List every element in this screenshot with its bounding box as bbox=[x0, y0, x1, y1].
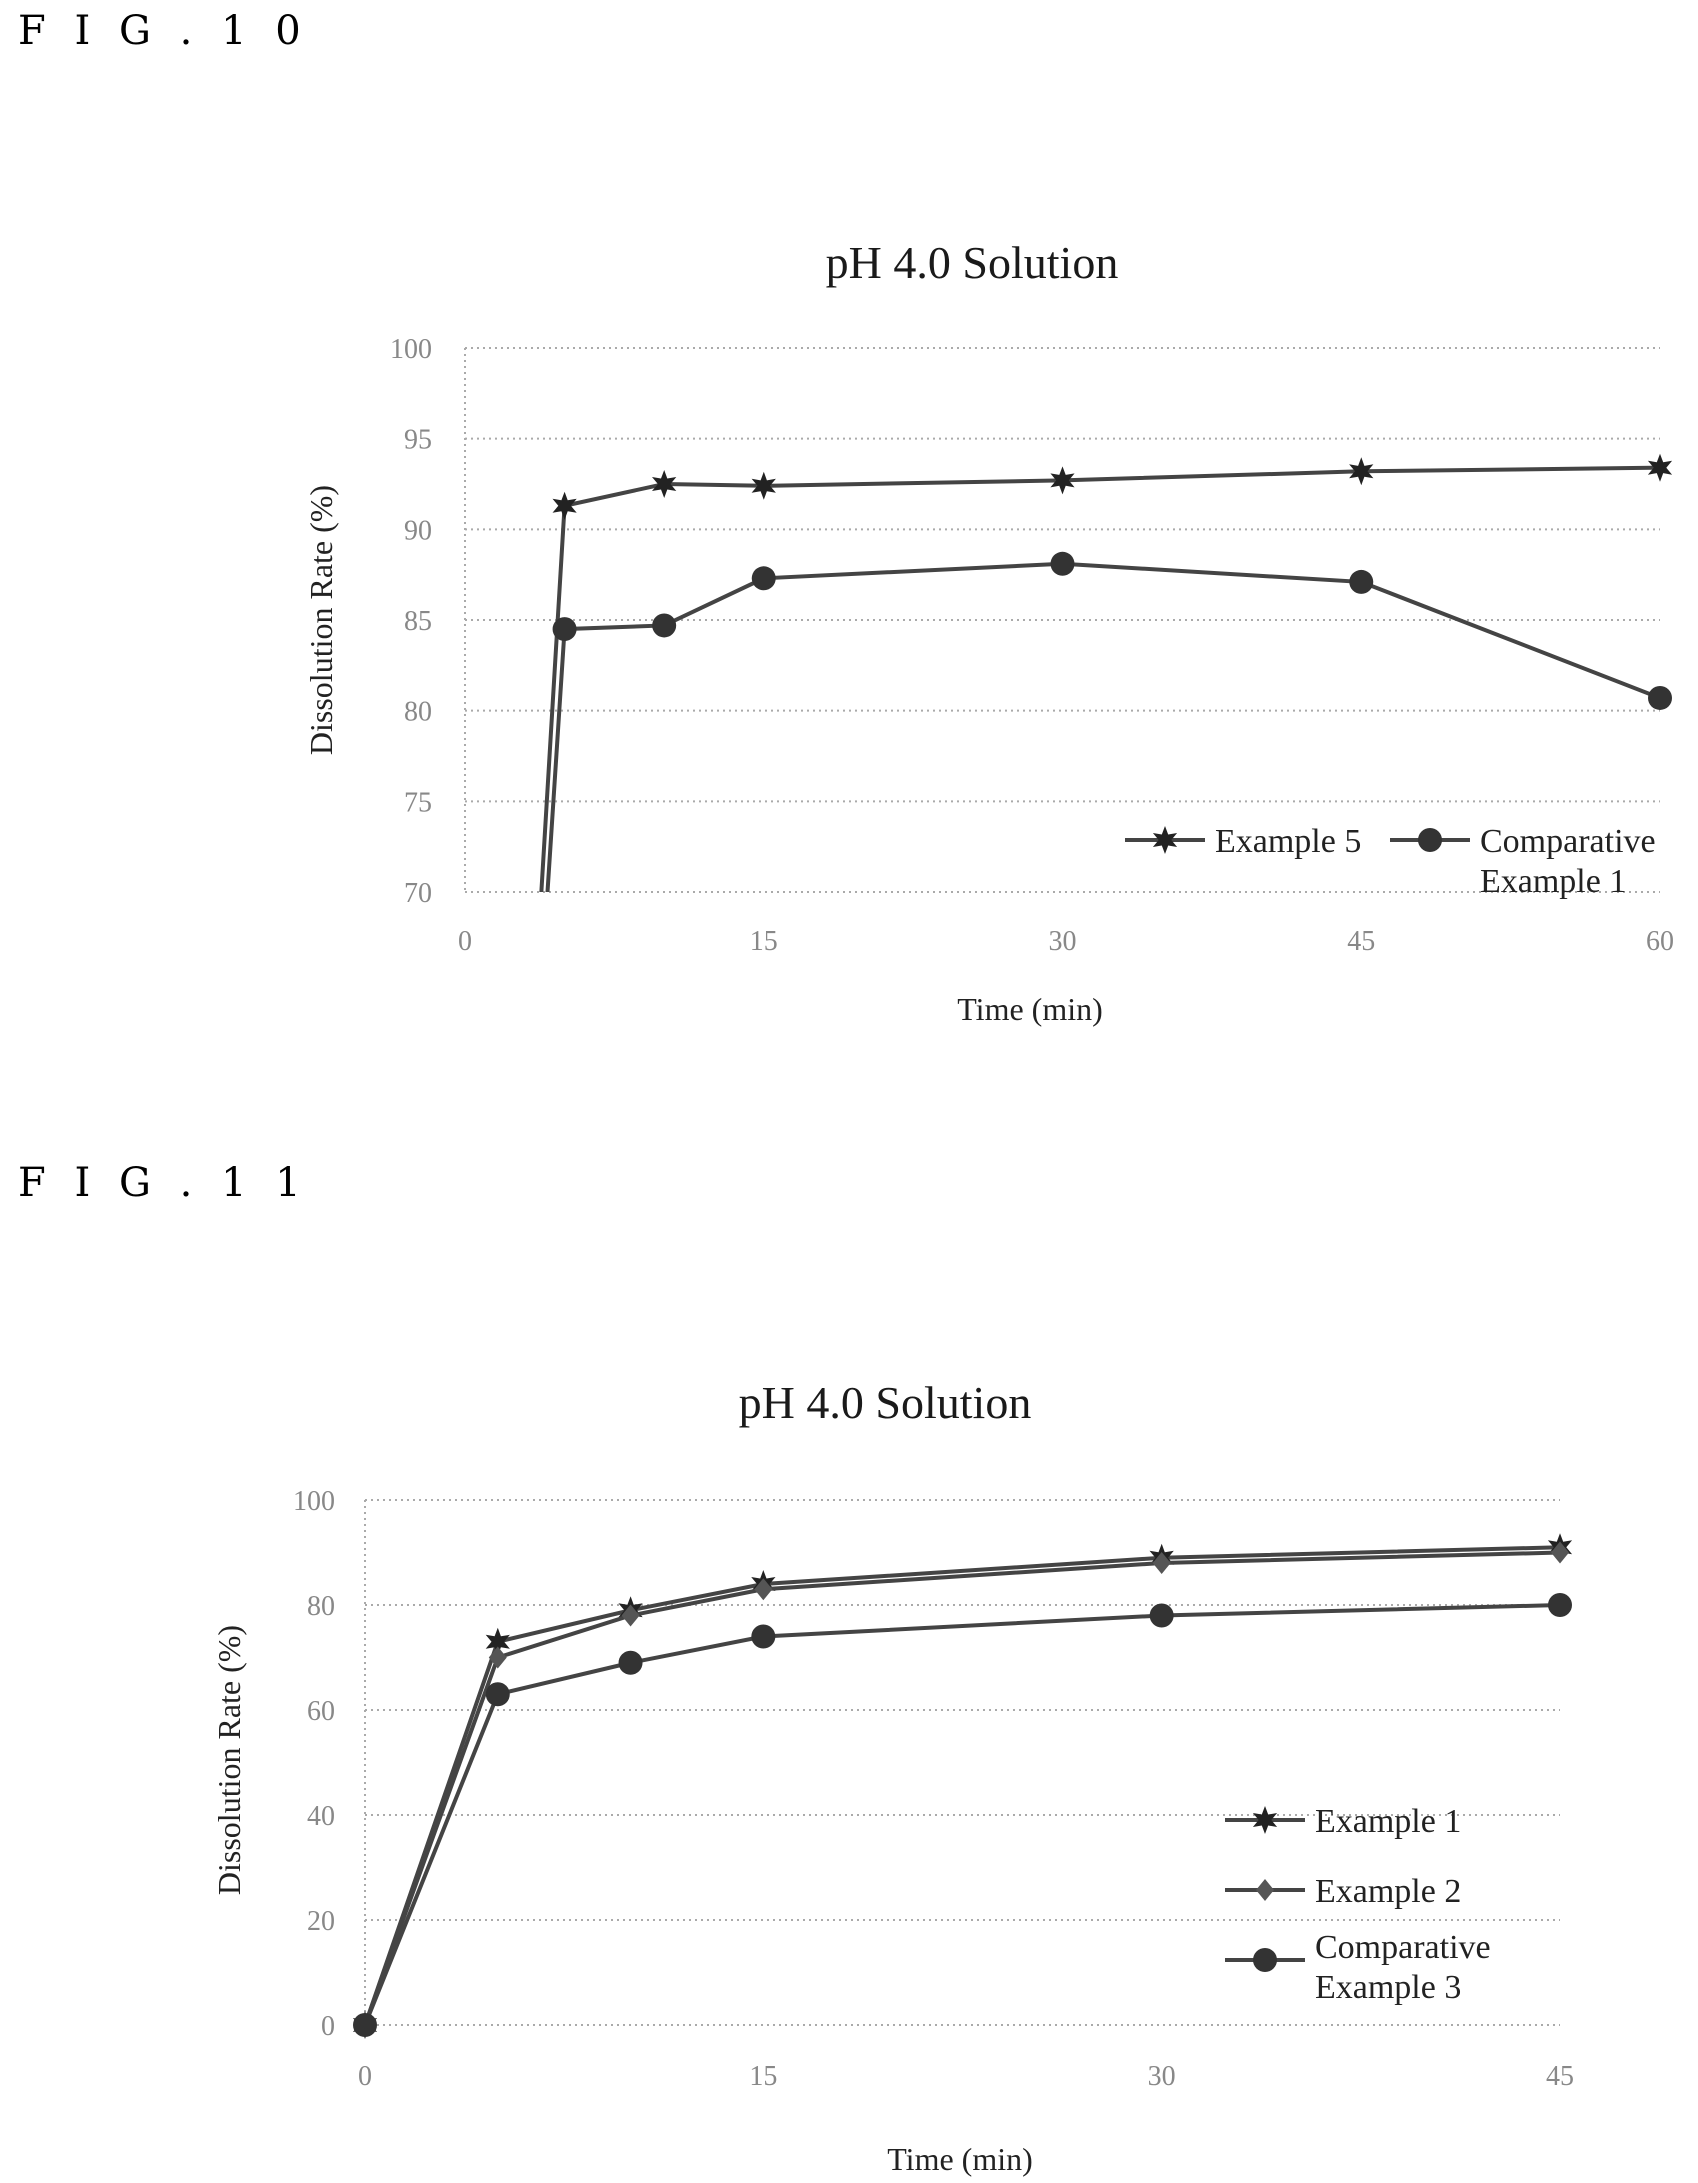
data-point bbox=[751, 1624, 776, 1649]
series-line-2 bbox=[363, 1603, 1561, 2025]
data-point bbox=[1050, 466, 1075, 495]
y-tick-label: 80 bbox=[404, 697, 432, 728]
figure-label-11: F I G . 1 1 bbox=[18, 1160, 309, 1206]
x-tick-label: 30 bbox=[1049, 926, 1077, 957]
series-line-0 bbox=[363, 1545, 1561, 2025]
data-point bbox=[751, 566, 776, 591]
legend-label: Example 1 bbox=[1315, 1803, 1461, 1840]
data-point bbox=[1349, 569, 1374, 594]
x-tick-label: 45 bbox=[1546, 2061, 1574, 2092]
x-tick-label: 60 bbox=[1646, 926, 1674, 957]
data-point bbox=[485, 1682, 510, 1707]
data-point bbox=[1349, 457, 1374, 486]
y-tick-label: 20 bbox=[307, 1906, 335, 1937]
y-tick-label: 90 bbox=[404, 515, 432, 546]
data-point bbox=[1149, 1603, 1174, 1628]
y-tick-label: 100 bbox=[390, 334, 432, 365]
legend-label: Comparative bbox=[1480, 823, 1656, 860]
legend-marker bbox=[1256, 1879, 1274, 1901]
data-point bbox=[618, 1650, 643, 1675]
chart-fig10: pH 4.0 Solution 70 75 80 85 90 95 100 0 15 30 45 60 T… bbox=[0, 220, 1698, 1040]
legend-marker bbox=[1418, 828, 1442, 852]
data-point bbox=[652, 613, 677, 638]
x-axis-label: Time (min) bbox=[887, 2141, 1033, 2177]
legend-label: Example 3 bbox=[1315, 1969, 1461, 2006]
data-point bbox=[1548, 1593, 1572, 1617]
data-point bbox=[485, 1627, 510, 1656]
data-point bbox=[652, 470, 677, 498]
legend-label: Example 1 bbox=[1480, 863, 1626, 900]
data-point bbox=[751, 471, 776, 500]
data-point bbox=[1648, 685, 1672, 710]
y-tick-label: 100 bbox=[293, 1486, 335, 1517]
legend-marker bbox=[1152, 826, 1178, 854]
chart-fig10-svg: pH 4.0 Solution 70 75 80 85 90 95 100 0 15 30 45 60 T… bbox=[303, 237, 1674, 1027]
x-tick-label: 0 bbox=[458, 926, 472, 957]
x-tick-label: 15 bbox=[749, 2061, 777, 2092]
y-tick-label: 0 bbox=[321, 2011, 335, 2042]
data-point bbox=[552, 491, 577, 520]
x-tick-label: 45 bbox=[1347, 926, 1375, 957]
data-point bbox=[353, 2013, 377, 2037]
y-tick-label: 40 bbox=[307, 1801, 335, 1832]
data-point bbox=[1551, 1541, 1569, 1564]
chart-fig11: pH 4.0 Solution 0 20 40 60 80 100 0 15 30 45 Time (… bbox=[0, 1360, 1698, 2180]
chart-title: pH 4.0 Solution bbox=[739, 1377, 1032, 1428]
y-tick-label: 80 bbox=[307, 1591, 335, 1622]
chart-title: pH 4.0 Solution bbox=[826, 237, 1119, 288]
legend-label: Comparative bbox=[1315, 1929, 1491, 1966]
legend-marker bbox=[1252, 1806, 1278, 1834]
y-axis-label: Dissolution Rate (%) bbox=[303, 485, 339, 755]
x-tick-label: 0 bbox=[358, 2061, 372, 2092]
data-point bbox=[552, 617, 577, 642]
y-tick-label: 70 bbox=[404, 878, 432, 909]
data-point bbox=[488, 1646, 507, 1669]
data-point bbox=[754, 1578, 773, 1601]
chart-fig11-svg: pH 4.0 Solution 0 20 40 60 80 100 0 15 30 45 Time (… bbox=[211, 1377, 1574, 2177]
y-axis-label: Dissolution Rate (%) bbox=[211, 1625, 247, 1895]
y-tick-label: 95 bbox=[404, 425, 432, 456]
data-point bbox=[1152, 1552, 1171, 1574]
figure-label-10: F I G . 1 0 bbox=[18, 8, 309, 54]
data-point bbox=[1050, 551, 1075, 576]
x-tick-label: 15 bbox=[750, 926, 778, 957]
legend-label: Example 2 bbox=[1315, 1873, 1461, 1910]
legend-marker bbox=[1253, 1948, 1277, 1972]
legend-label: Example 5 bbox=[1215, 823, 1361, 860]
x-axis-label: Time (min) bbox=[957, 991, 1103, 1027]
data-point bbox=[1647, 453, 1673, 482]
x-tick-label: 30 bbox=[1148, 2061, 1176, 2092]
data-point bbox=[621, 1604, 640, 1627]
series-line-1 bbox=[363, 1550, 1561, 2025]
y-tick-label: 75 bbox=[404, 787, 432, 818]
y-tick-label: 60 bbox=[307, 1696, 335, 1727]
y-tick-label: 85 bbox=[404, 606, 432, 637]
